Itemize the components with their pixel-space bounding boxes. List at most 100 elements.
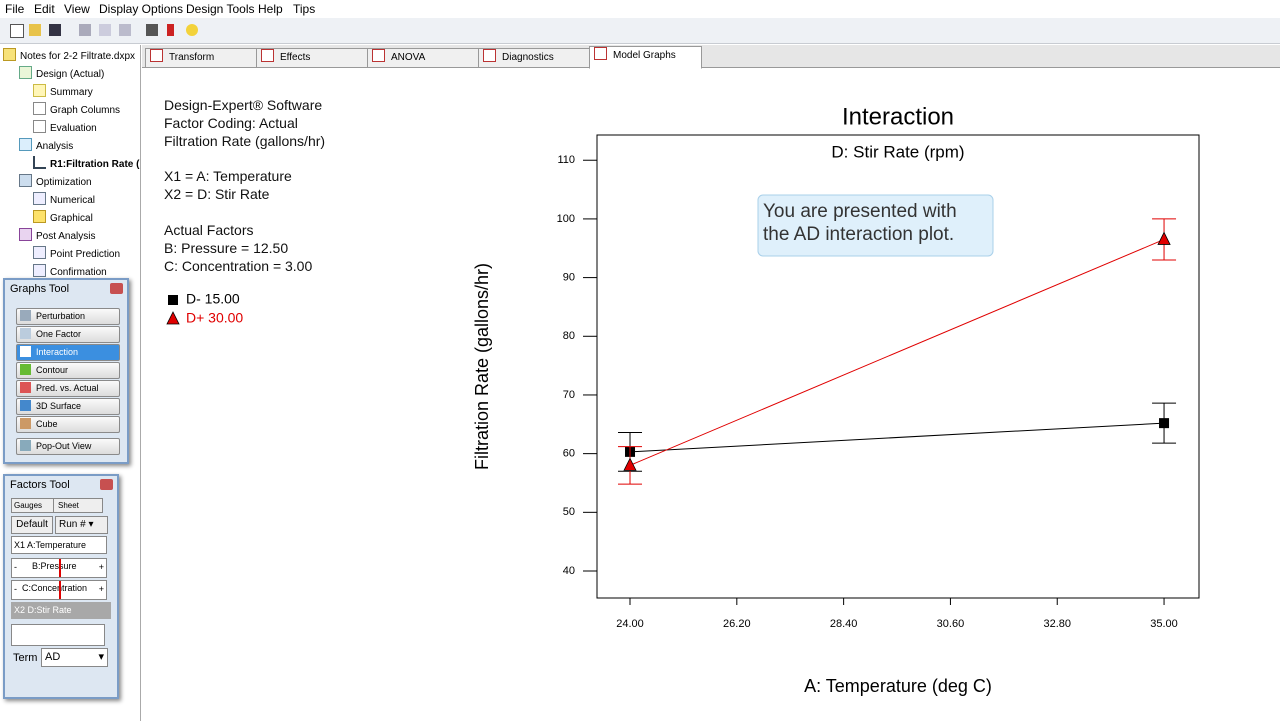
tree-item[interactable]: Evaluation — [33, 120, 97, 134]
tab[interactable]: Transform — [145, 48, 257, 68]
copy-icon[interactable] — [99, 24, 111, 36]
tab[interactable]: Diagnostics — [478, 48, 590, 68]
graph-button[interactable]: One Factor — [16, 326, 120, 343]
empty-field[interactable] — [11, 624, 105, 646]
menu-item[interactable]: Tips — [293, 2, 316, 16]
default-button[interactable]: Default — [11, 516, 53, 534]
close-button[interactable] — [110, 283, 123, 294]
menu-item[interactable]: Edit — [34, 2, 55, 16]
menu-item[interactable]: Help — [258, 2, 283, 16]
tree-root[interactable]: Notes for 2-2 Filtrate.dxpx — [3, 48, 135, 62]
run-dropdown[interactable]: Run # ▾ — [55, 516, 108, 534]
gauge-max: + — [98, 584, 104, 594]
graph-button[interactable]: Cube — [16, 416, 120, 433]
tab[interactable]: Effects — [256, 48, 368, 68]
tree-item[interactable]: Design (Actual) — [19, 66, 104, 80]
gauge-slider[interactable] — [59, 559, 61, 577]
menu-item[interactable]: Design Tools — [186, 2, 255, 16]
factor-row[interactable]: X2 D:Stir Rate — [11, 602, 111, 619]
tab[interactable]: Gauges — [11, 498, 54, 513]
tab[interactable]: Model Graphs — [589, 46, 702, 69]
graph-button[interactable]: Pred. vs. Actual — [16, 380, 120, 397]
tab[interactable]: Sheet — [53, 498, 103, 513]
tree-item[interactable]: Graph Columns — [33, 102, 120, 116]
save-icon[interactable] — [49, 24, 61, 36]
cut-icon[interactable] — [79, 24, 91, 36]
factor-gauge[interactable]: - B:Pressure + — [11, 558, 107, 578]
button-label: Cube — [36, 419, 58, 429]
dropdown-label: Run # — [59, 519, 86, 530]
y-tick-label: 40 — [563, 565, 575, 577]
tree-item[interactable]: Post Analysis — [19, 228, 95, 242]
x-tick-label: 32.80 — [1043, 618, 1071, 630]
new-icon[interactable] — [10, 24, 24, 38]
menu-item[interactable]: Display Options — [99, 2, 184, 16]
x-tick-label: 24.00 — [616, 618, 644, 630]
factor-row[interactable]: X1 A:Temperature — [11, 536, 107, 554]
annotation-text: You are presented with — [763, 201, 957, 222]
tree-label: Optimization — [36, 177, 92, 188]
button-label: Pred. vs. Actual — [36, 383, 99, 393]
data-point — [1157, 231, 1171, 245]
axis-slot: X1 — [14, 540, 26, 550]
print-icon[interactable] — [146, 24, 158, 36]
tree-label: Numerical — [50, 195, 96, 206]
y-tick-label: 60 — [563, 448, 575, 460]
close-button[interactable] — [100, 479, 113, 490]
menu-item[interactable]: File — [5, 2, 25, 16]
tree-item[interactable]: Graphical — [33, 210, 93, 224]
tree-label: Post Analysis — [36, 231, 96, 242]
legend-label: D- 15.00 — [186, 291, 240, 307]
y-axis-label: Filtration Rate (gallons/hr) — [472, 263, 492, 470]
tree-label: Notes for 2-2 Filtrate.dxpx — [20, 51, 136, 62]
graph-button[interactable]: 3D Surface — [16, 398, 120, 415]
open-icon[interactable] — [29, 24, 41, 36]
plot: Interaction D: Stir Rate (rpm) A: Temperat… — [166, 103, 1200, 696]
factor-gauge[interactable]: - C:Concentration + — [11, 580, 107, 600]
tree-item[interactable]: Point Prediction — [33, 246, 120, 260]
graphs-tool-panel: Graphs Tool Perturbation One Factor Inte… — [3, 278, 129, 464]
info-line: C: Concentration = 3.00 — [164, 258, 313, 274]
info-line: Actual Factors — [164, 222, 254, 238]
tree-item[interactable]: R1:Filtration Rate ( — [33, 156, 139, 170]
x-tick-label: 30.60 — [937, 618, 965, 630]
tree-item[interactable]: Analysis — [19, 138, 73, 152]
y-tick-label: 90 — [563, 272, 575, 284]
tab[interactable]: ANOVA — [367, 48, 479, 68]
tree-item[interactable]: Optimization — [19, 174, 92, 188]
y-tick-label: 100 — [557, 213, 575, 225]
tree-item[interactable]: Confirmation — [33, 264, 107, 278]
menu-item[interactable]: View — [64, 2, 90, 16]
gauge-min: - — [14, 584, 17, 594]
tree-item[interactable]: Numerical — [33, 192, 95, 206]
button-label: 3D Surface — [36, 401, 82, 411]
info-line: Design-Expert® Software — [164, 97, 323, 113]
info-line: X2 = D: Stir Rate — [164, 186, 270, 202]
legend-marker — [166, 311, 180, 325]
gauge-slider[interactable] — [59, 581, 61, 599]
toolbar — [0, 18, 1280, 44]
graph-button[interactable]: Perturbation — [16, 308, 120, 325]
y-tick-label: 50 — [563, 506, 575, 518]
tree-label: Confirmation — [50, 267, 107, 278]
y-tick-label: 80 — [563, 330, 575, 342]
help-icon[interactable] — [167, 24, 174, 36]
data-point — [1159, 418, 1170, 429]
tree-label: Point Prediction — [50, 249, 121, 260]
tree-item[interactable]: Summary — [33, 84, 93, 98]
x-tick-label: 28.40 — [830, 618, 858, 630]
tips-icon[interactable] — [186, 24, 198, 36]
tab-label: Effects — [280, 52, 311, 63]
factor-name: A:Temperature — [27, 540, 87, 550]
paste-icon[interactable] — [119, 24, 131, 36]
button-label: Contour — [36, 365, 69, 375]
tab-label: ANOVA — [391, 52, 426, 63]
x-tick-label: 26.20 — [723, 618, 751, 630]
graph-button[interactable]: Interaction — [16, 344, 120, 361]
menu-bar: File Edit View Display Options Design To… — [0, 0, 1280, 18]
legend-label: D+ 30.00 — [186, 310, 243, 326]
graph-button[interactable]: Contour — [16, 362, 120, 379]
term-dropdown[interactable]: AD ▾ — [41, 648, 108, 667]
gauge-label: C:Concentration — [22, 583, 88, 593]
graph-button[interactable]: Pop-Out View — [16, 438, 120, 455]
